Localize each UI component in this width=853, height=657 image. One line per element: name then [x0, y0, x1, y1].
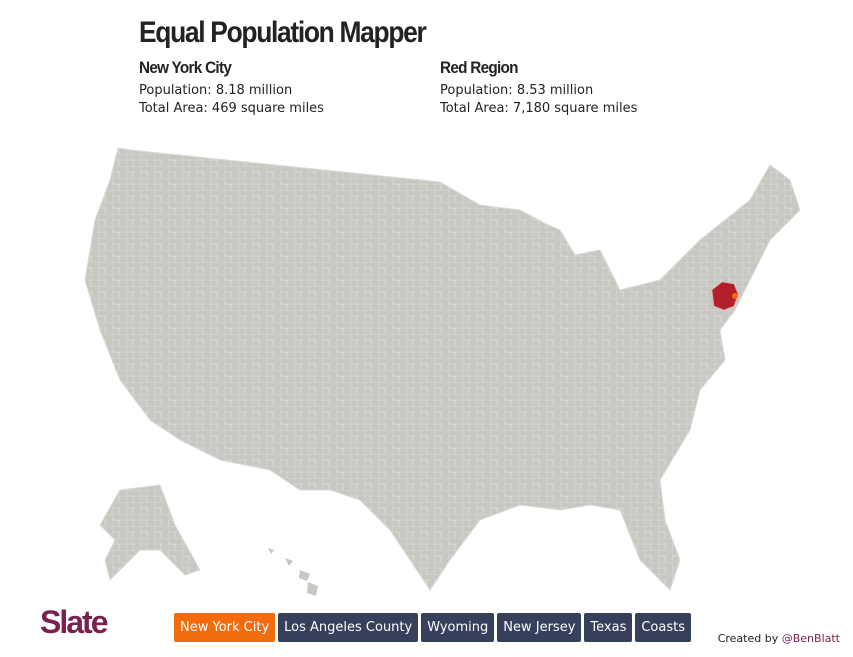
preset-button[interactable]: Los Angeles County	[278, 613, 419, 642]
title: Equal Population Mapper	[139, 16, 427, 49]
alaska	[99, 484, 201, 581]
panel-line: Population: 8.18 million	[139, 83, 293, 98]
panel-line: Total Area: 7,180 square miles	[440, 101, 638, 116]
info-panel: Red Region Population: 8.53 million Tota…	[440, 58, 637, 118]
preset-button[interactable]: New York City	[174, 613, 276, 642]
us-mainland	[84, 147, 801, 591]
panel-line: Total Area: 469 square miles	[139, 101, 324, 116]
preset-button[interactable]: Coasts	[635, 613, 691, 642]
map	[84, 147, 801, 596]
panel-line: Population: 8.53 million	[440, 83, 594, 98]
credit-handle[interactable]: @BenBlatt	[781, 632, 840, 645]
button-bar: New York City Los Angeles County Wyoming Ne…	[174, 613, 691, 642]
preset-button[interactable]: Wyoming	[421, 613, 495, 642]
logo: Slate	[40, 604, 108, 640]
panel-title: New York City	[139, 58, 232, 77]
credit: Created by @BenBlatt	[718, 632, 840, 645]
preset-button[interactable]: Texas	[584, 613, 633, 642]
hawaii	[268, 548, 318, 596]
preset-button[interactable]: New Jersey	[497, 613, 582, 642]
credit-text: Created by	[717, 632, 779, 645]
red-region	[711, 281, 739, 311]
panel-title: Red Region	[440, 58, 519, 77]
info-panel: New York City Population: 8.18 million T…	[139, 58, 324, 118]
highlight-city	[732, 293, 738, 299]
